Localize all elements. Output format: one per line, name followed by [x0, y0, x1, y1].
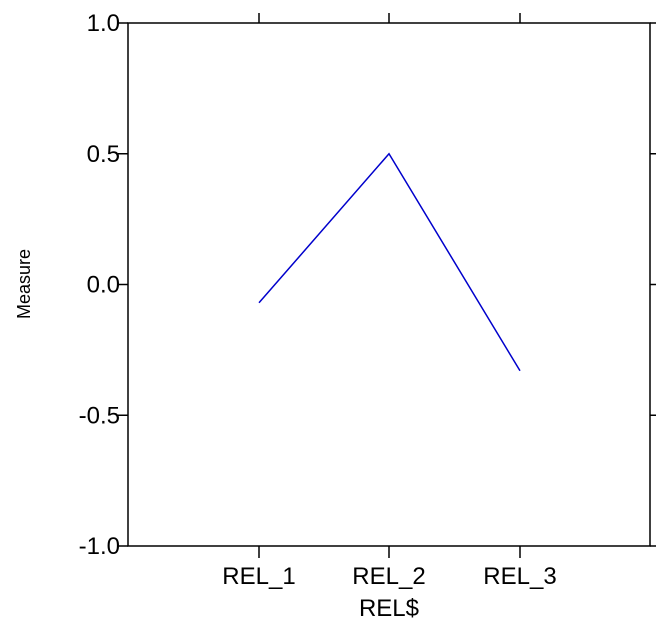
x-tick-label: REL_2 — [352, 563, 425, 590]
y-tick-label: -0.5 — [79, 402, 120, 429]
series-layer — [258, 152, 521, 372]
y-tick-label: -1.0 — [79, 533, 120, 560]
x-axis-ticks: REL_1 REL_2 REL_3 — [222, 13, 557, 590]
y-axis-title: Measure — [14, 249, 34, 319]
y-axis-ticks: -1.0 -0.5 0.0 0.5 1.0 — [79, 10, 656, 560]
x-tick-label: REL_3 — [483, 563, 556, 590]
series-line — [258, 152, 521, 372]
y-tick-label: 1.0 — [87, 10, 120, 37]
x-tick-label: REL_1 — [222, 563, 295, 590]
y-tick-label: 0.0 — [87, 272, 120, 299]
plot-frame — [127, 22, 651, 547]
y-tick-label: 0.5 — [87, 141, 120, 168]
x-axis-title: REL$ — [359, 595, 419, 622]
